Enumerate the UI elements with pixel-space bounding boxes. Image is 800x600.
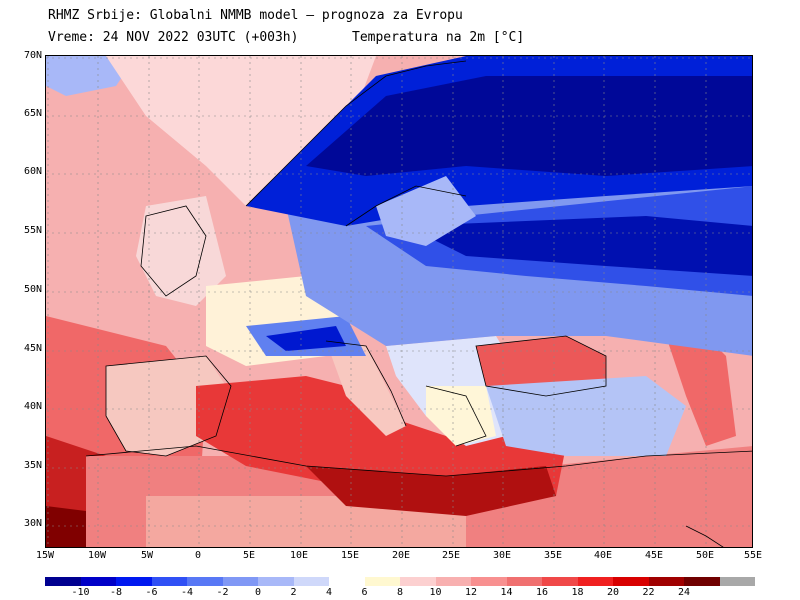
map-title-line1: RHMZ Srbije: Globalni NMMB model — progn… <box>48 8 463 23</box>
lon-label: 45E <box>644 550 664 561</box>
colorbar-swatch <box>471 577 507 586</box>
lat-label: 70N <box>23 50 42 61</box>
lon-label: 5E <box>242 550 256 561</box>
lon-label: 50E <box>695 550 715 561</box>
colorbar-swatch <box>719 577 755 586</box>
lat-label: 30N <box>23 518 42 529</box>
colorbar-swatch <box>435 577 471 586</box>
colorbar-swatch <box>648 577 684 586</box>
colorbar-swatch <box>506 577 542 586</box>
colorbar-label: -6 <box>145 587 158 598</box>
lon-label: 35E <box>543 550 563 561</box>
colorbar-swatch <box>151 577 187 586</box>
colorbar-swatch <box>116 577 152 586</box>
coastlines <box>85 60 752 547</box>
lon-label: 55E <box>743 550 763 561</box>
colorbar-label: 20 <box>606 587 620 598</box>
colorbar-swatch <box>187 577 223 586</box>
colorbar-swatch <box>329 577 365 586</box>
colorbar-swatch <box>613 577 649 586</box>
turkey <box>486 376 686 456</box>
colorbar-label: -4 <box>180 587 194 598</box>
colorbar-label: 8 <box>396 587 404 598</box>
lat-label: 65N <box>23 108 42 119</box>
colorbar-swatch <box>400 577 436 586</box>
graticule <box>46 56 752 547</box>
colorbar-label: 14 <box>500 587 513 598</box>
colorbar-label: 4 <box>325 587 333 598</box>
lon-label: 25E <box>441 550 461 561</box>
lon-label: 15W <box>35 550 55 561</box>
mediterranean-hot <box>306 466 556 516</box>
colorbar-label: 10 <box>429 587 442 598</box>
lon-label: 15E <box>340 550 360 561</box>
lat-label: 40N <box>23 401 42 412</box>
colorbar-label: 0 <box>254 587 262 598</box>
greece <box>426 386 496 446</box>
colorbar-label: 22 <box>642 587 655 598</box>
temperature-colorbar <box>45 577 755 586</box>
map-title-time: Vreme: 24 NOV 2022 03UTC (+003h) <box>48 30 299 45</box>
lon-label: 20E <box>391 550 411 561</box>
colorbar-label: 16 <box>535 587 549 598</box>
lat-label: 60N <box>23 166 42 177</box>
colorbar-label: -8 <box>109 587 123 598</box>
lat-label: 45N <box>23 343 42 354</box>
lon-label: 40E <box>593 550 613 561</box>
colorbar-label: 24 <box>677 587 691 598</box>
colorbar-label: 6 <box>361 587 368 598</box>
russia-cold-core <box>406 216 752 276</box>
british-isles <box>136 196 226 306</box>
colorbar-swatch <box>80 577 116 586</box>
colorbar-label: -2 <box>216 587 229 598</box>
colorbar-swatch <box>577 577 613 586</box>
map-title-variable: Temperatura na 2m [°C] <box>352 30 525 45</box>
colorbar-swatch <box>684 577 720 586</box>
subtropical-core <box>46 506 96 547</box>
lat-label: 50N <box>23 284 42 295</box>
lat-label: 55N <box>23 225 42 236</box>
baltic-sea <box>376 176 476 246</box>
scandinavia-core <box>306 76 752 176</box>
colorbar-label: 2 <box>290 587 297 598</box>
map-canvas <box>46 56 752 547</box>
colorbar-swatch <box>45 577 81 586</box>
colorbar-label: -10 <box>71 587 90 598</box>
lon-label: 5W <box>140 550 154 561</box>
lon-label: 10E <box>289 550 309 561</box>
lon-label: 30E <box>492 550 512 561</box>
colorbar-label: 18 <box>571 587 584 598</box>
colorbar-swatch <box>542 577 578 586</box>
colorbar-swatch <box>222 577 258 586</box>
colorbar-swatch <box>293 577 329 586</box>
alps-core <box>266 326 346 351</box>
lon-label: 0 <box>194 550 202 561</box>
colorbar-swatch <box>258 577 294 586</box>
caspian-sea <box>666 326 736 446</box>
lat-label: 35N <box>23 460 42 471</box>
colorbar-swatch <box>364 577 400 586</box>
italy <box>326 341 406 436</box>
colorbar-label: 12 <box>464 587 478 598</box>
temperature-map <box>45 55 753 548</box>
lon-label: 10W <box>87 550 107 561</box>
